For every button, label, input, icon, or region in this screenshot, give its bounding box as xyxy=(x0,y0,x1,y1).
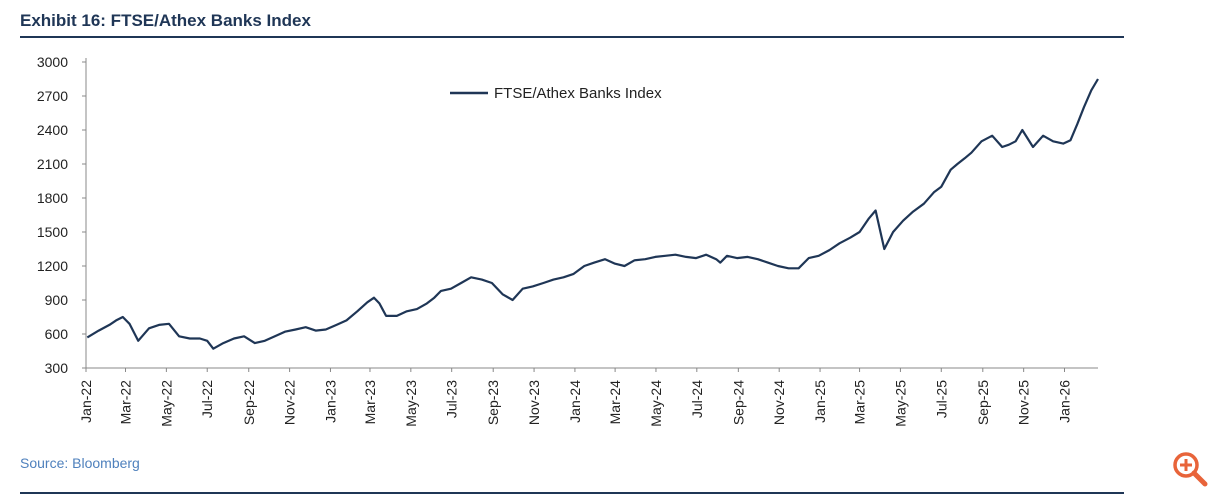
x-tick-label: May-25 xyxy=(892,380,908,427)
y-tick-label: 1800 xyxy=(37,190,68,206)
y-tick-label: 900 xyxy=(45,292,69,308)
x-tick-label: Nov-24 xyxy=(771,380,787,425)
x-tick-label: Jul-22 xyxy=(199,380,215,418)
legend-label: FTSE/Athex Banks Index xyxy=(494,85,662,102)
x-tick-label: Sep-23 xyxy=(485,380,501,425)
y-axis: 3000 2700 2400 2100 1800 1500 1200 900 600 300 xyxy=(37,54,87,376)
y-tick-label: 2400 xyxy=(37,122,68,138)
x-tick-label: Jan-26 xyxy=(1057,380,1073,423)
legend: FTSE/Athex Banks Index xyxy=(450,85,662,102)
x-tick-label: Nov-22 xyxy=(282,380,298,425)
x-tick-label: Jul-23 xyxy=(444,380,460,418)
line-chart: 3000 2700 2400 2100 1800 1500 1200 900 600 300 Ja… xyxy=(37,54,1099,427)
x-tick-label: Mar-22 xyxy=(118,380,134,425)
x-tick-label: Jan-25 xyxy=(812,380,828,423)
zoom-in-icon[interactable] xyxy=(1170,449,1210,489)
bottom-divider xyxy=(20,492,1124,494)
x-tick-label: Mar-23 xyxy=(362,380,378,425)
title-divider xyxy=(20,36,1124,38)
y-tick-label: 3000 xyxy=(37,54,68,70)
x-tick-label: Nov-25 xyxy=(1016,380,1032,425)
exhibit-title: Exhibit 16: FTSE/Athex Banks Index xyxy=(20,11,311,30)
series-line xyxy=(86,78,1099,350)
x-tick-label: Jan-23 xyxy=(322,380,338,423)
x-tick-label: May-23 xyxy=(403,380,419,427)
x-tick-label: Jul-25 xyxy=(933,380,949,418)
y-tick-label: 600 xyxy=(45,326,69,342)
y-tick-label: 2100 xyxy=(37,156,68,172)
x-tick-label: Jan-24 xyxy=(567,380,583,423)
x-tick-label: May-22 xyxy=(158,380,174,427)
x-tick-label: Sep-24 xyxy=(730,380,746,425)
y-tick-label: 1500 xyxy=(37,224,68,240)
x-tick-label: Jan-22 xyxy=(78,380,94,423)
x-tick-label: Sep-25 xyxy=(975,380,991,425)
x-tick-label: May-24 xyxy=(648,380,664,427)
x-tick-label: Nov-23 xyxy=(526,380,542,425)
x-axis: Jan-22 Mar-22 May-22 Jul-22 Sep-22 Nov-22 Jan-… xyxy=(78,367,1098,427)
x-tick-label: Sep-22 xyxy=(241,380,257,425)
source-note: Source: Bloomberg xyxy=(20,455,140,471)
zoom-in-icon-glyph xyxy=(1173,452,1208,487)
series-group xyxy=(86,78,1099,350)
x-tick-label: Jul-24 xyxy=(689,380,705,418)
x-tick-label: Mar-25 xyxy=(852,380,868,425)
y-tick-label: 300 xyxy=(45,360,69,376)
x-tick-label: Mar-24 xyxy=(607,380,623,425)
y-tick-label: 2700 xyxy=(37,88,68,104)
y-tick-label: 1200 xyxy=(37,258,68,274)
